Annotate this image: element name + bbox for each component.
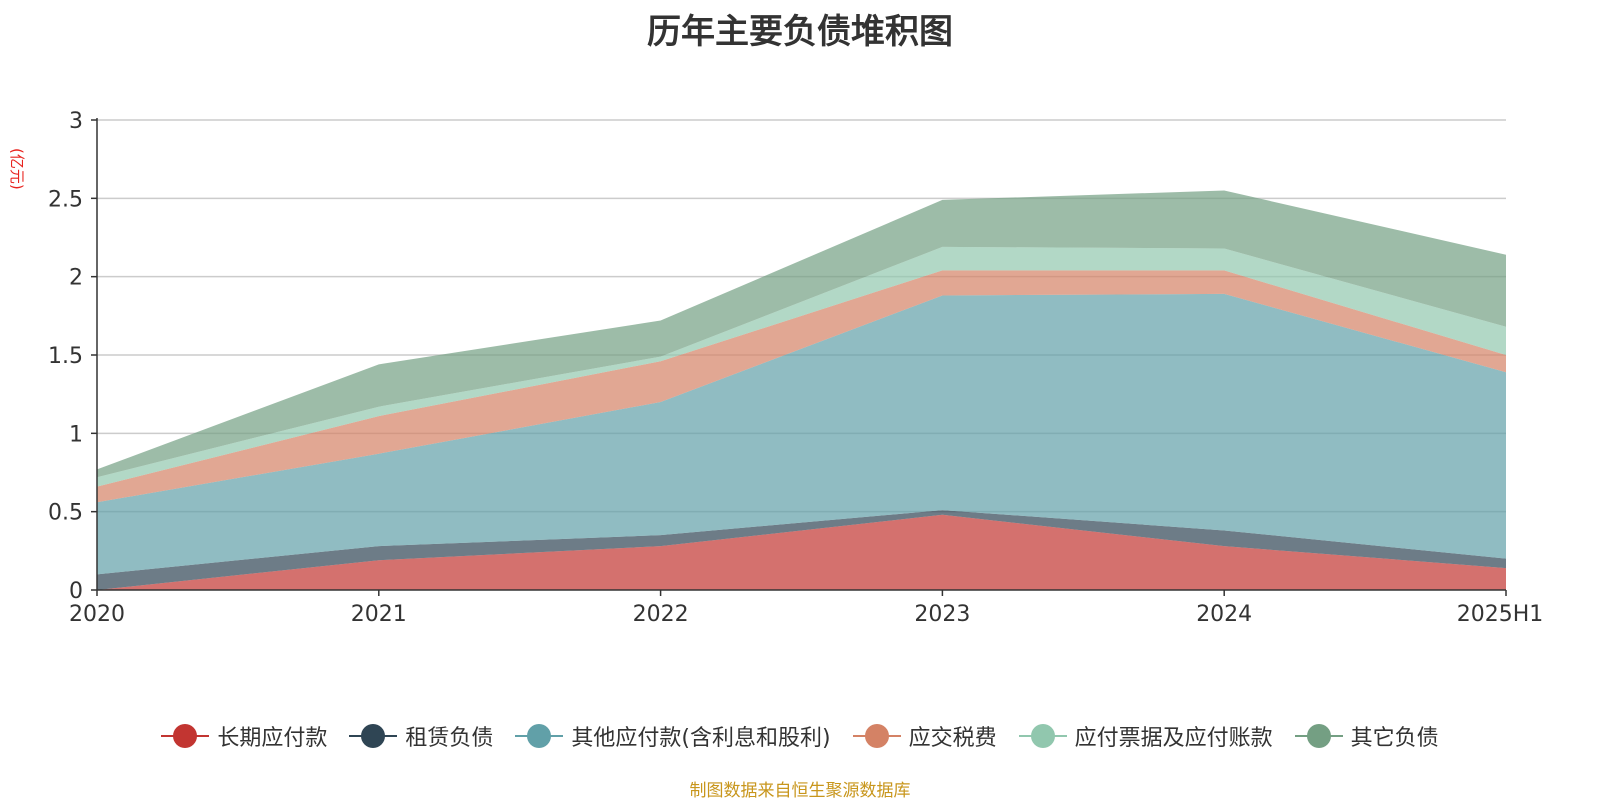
- chart-title: 历年主要负债堆积图: [647, 12, 953, 52]
- area-series: [97, 190, 1506, 590]
- x-tick-label: 2025H1: [1457, 602, 1544, 627]
- legend-item-0[interactable]: 长期应付款: [161, 720, 327, 752]
- data-source-note: 制图数据来自恒生聚源数据库: [689, 781, 911, 801]
- x-tick-label: 2024: [1196, 602, 1252, 627]
- legend-item-4[interactable]: 应付票据及应付账款: [1018, 720, 1273, 752]
- legend-marker-icon: [1294, 724, 1343, 748]
- legend-label: 其他应付款(含利息和股利): [571, 726, 831, 751]
- legend-marker-icon: [349, 724, 398, 748]
- legend-item-5[interactable]: 其它负债: [1294, 720, 1439, 752]
- x-tick-label: 2021: [351, 602, 407, 627]
- y-tick-labels: 0 0.5 1 1.5 2 2.5 3: [48, 109, 97, 604]
- area-series-3: [97, 270, 1506, 503]
- legend-marker-icon: [161, 724, 210, 748]
- legend-item-1[interactable]: 租赁负债: [349, 720, 493, 752]
- legend-label: 长期应付款: [217, 726, 328, 751]
- legend-item-2[interactable]: 其他应付款(含利息和股利): [515, 720, 831, 752]
- x-tick-label: 2020: [69, 602, 125, 627]
- legend-marker-icon: [1018, 724, 1067, 748]
- stacked-area-chart: 0 0.5 1 1.5 2 2.5 3 2020 2021 2022 2023 2024 2025H1: [48, 109, 1543, 627]
- y-tick-label: 0: [69, 579, 83, 604]
- legend-label: 租赁负债: [405, 726, 494, 751]
- x-tick-label: 2022: [633, 602, 689, 627]
- legend: 长期应付款 租赁负债 其他应付款(含利息和股利) 应交税费 应付票据及应付账款 其它负债: [0, 720, 1600, 752]
- y-tick-label: 2: [69, 266, 83, 291]
- area-series-2: [97, 293, 1506, 575]
- legend-marker-icon: [515, 724, 564, 748]
- area-series-1: [97, 510, 1506, 590]
- x-tick-label: 2023: [914, 602, 970, 627]
- x-tick-labels: 2020 2021 2022 2023 2024 2025H1: [69, 590, 1543, 627]
- y-tick-label: 1: [69, 422, 83, 447]
- y-tick-label: 0.5: [48, 501, 83, 526]
- area-series-0: [97, 514, 1506, 590]
- y-tick-label: 2.5: [48, 187, 83, 212]
- legend-label: 应交税费: [908, 726, 997, 751]
- y-tick-label: 1.5: [48, 344, 83, 369]
- legend-label: 应付票据及应付账款: [1074, 726, 1273, 751]
- legend-item-3[interactable]: 应交税费: [852, 720, 997, 752]
- y-tick-label: 3: [69, 109, 83, 134]
- legend-marker-icon: [852, 724, 901, 748]
- legend-label: 其它负债: [1350, 726, 1439, 751]
